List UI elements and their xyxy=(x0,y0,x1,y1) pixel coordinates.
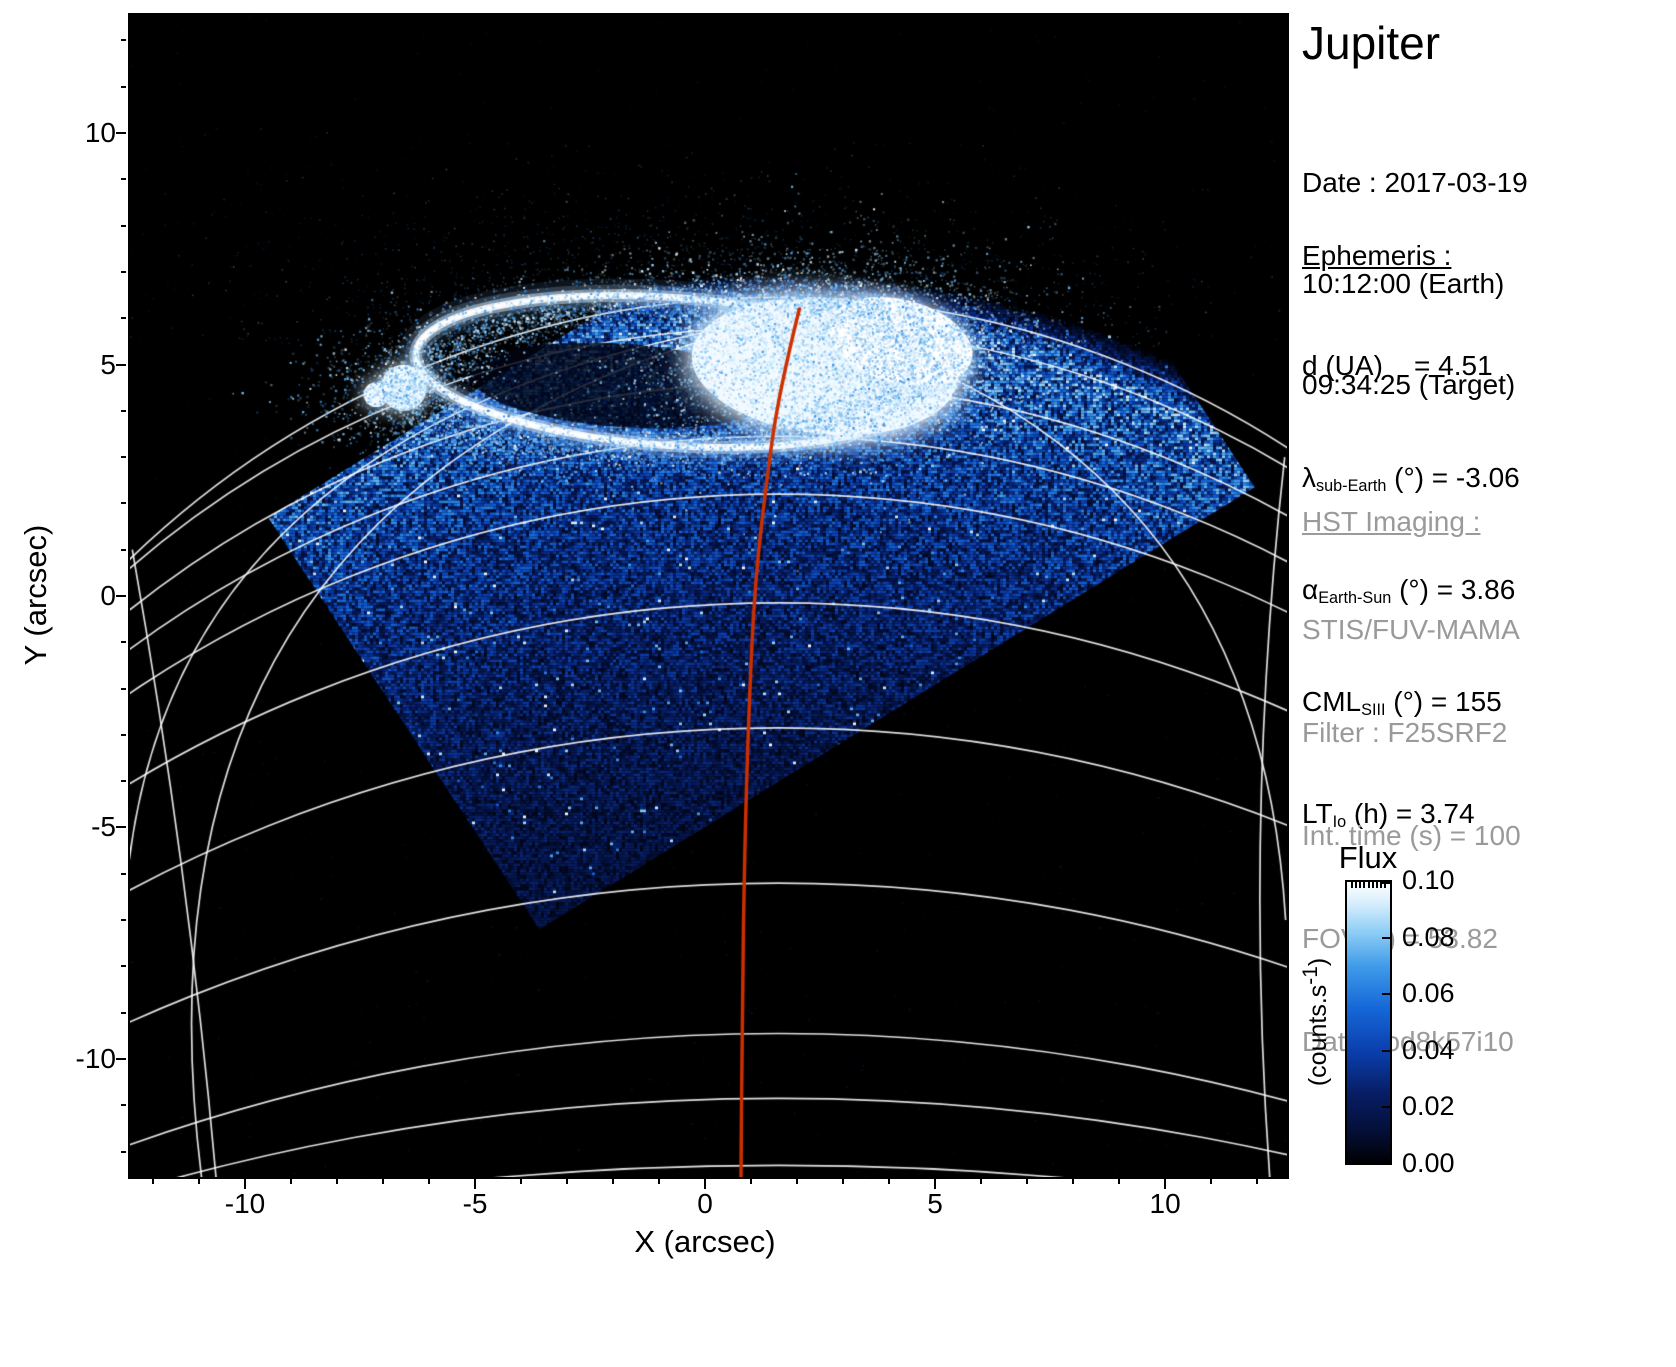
x-tick-mark xyxy=(382,1179,384,1184)
x-tick-mark xyxy=(1118,1179,1120,1184)
colorbar-top-tick xyxy=(1359,882,1361,888)
ephemeris-heading: Ephemeris : xyxy=(1302,240,1451,272)
hst-filter: Filter : F25SRF2 xyxy=(1302,713,1521,752)
y-tick-mark xyxy=(121,86,126,88)
sky-image-canvas xyxy=(130,15,1287,1177)
y-tick-mark xyxy=(121,271,126,273)
colorbar-tick-label: 0.04 xyxy=(1402,1035,1455,1066)
y-tick-mark xyxy=(121,410,126,412)
y-tick-mark xyxy=(121,641,126,643)
y-tick-mark xyxy=(121,225,126,227)
y-tick-mark xyxy=(121,178,126,180)
y-tick-mark xyxy=(121,39,126,41)
colorbar-unit-label: (counts.s-1) xyxy=(1299,958,1333,1086)
x-tick-mark xyxy=(152,1179,154,1184)
x-axis-label: X (arcsec) xyxy=(634,1224,775,1260)
y-tick-mark xyxy=(121,965,126,967)
y-tick-mark xyxy=(116,826,126,828)
y-tick-mark xyxy=(121,1012,126,1014)
y-tick-label: 0 xyxy=(46,580,116,612)
colorbar xyxy=(1345,880,1392,1165)
x-tick-mark xyxy=(428,1179,430,1184)
y-tick-mark xyxy=(121,873,126,875)
x-tick-mark xyxy=(796,1179,798,1184)
y-tick-label: 5 xyxy=(46,349,116,381)
colorbar-tick-label: 0.00 xyxy=(1402,1148,1455,1179)
x-tick-mark xyxy=(336,1179,338,1184)
hst-instrument: STIS/FUV-MAMA xyxy=(1302,610,1521,649)
x-tick-label: 5 xyxy=(927,1188,943,1220)
colorbar-top-tick xyxy=(1368,882,1370,888)
x-tick-mark xyxy=(566,1179,568,1184)
y-tick-mark xyxy=(121,456,126,458)
y-tick-mark xyxy=(121,1151,126,1153)
x-tick-label: -10 xyxy=(225,1188,265,1220)
x-tick-mark xyxy=(520,1179,522,1184)
y-tick-mark xyxy=(121,688,126,690)
colorbar-top-tick xyxy=(1355,882,1357,888)
x-tick-mark xyxy=(842,1179,844,1184)
figure-title: Jupiter xyxy=(1302,16,1440,70)
colorbar-top-tick xyxy=(1363,882,1365,888)
colorbar-tick-label: 0.10 xyxy=(1402,865,1455,896)
x-tick-label: 10 xyxy=(1150,1188,1181,1220)
x-tick-mark xyxy=(198,1179,200,1184)
x-tick-mark xyxy=(1256,1179,1258,1184)
y-tick-label: 10 xyxy=(46,117,116,149)
hst-heading: HST Imaging : xyxy=(1302,506,1480,538)
x-tick-mark xyxy=(1072,1179,1074,1184)
y-tick-mark xyxy=(116,132,126,134)
colorbar-tick-mark xyxy=(1382,1050,1390,1052)
x-tick-mark xyxy=(612,1179,614,1184)
y-tick-mark xyxy=(121,919,126,921)
x-tick-mark xyxy=(980,1179,982,1184)
x-tick-mark xyxy=(888,1179,890,1184)
y-tick-label: -5 xyxy=(46,811,116,843)
colorbar-tick-label: 0.02 xyxy=(1402,1091,1455,1122)
colorbar-top-tick xyxy=(1376,882,1378,888)
colorbar-tick-mark xyxy=(1382,937,1390,939)
colorbar-tick-mark xyxy=(1382,1161,1390,1163)
y-tick-mark xyxy=(121,502,126,504)
colorbar-tick-mark xyxy=(1382,1106,1390,1108)
colorbar-top-tick xyxy=(1380,882,1382,888)
colorbar-tick-label: 0.08 xyxy=(1402,922,1455,953)
x-tick-label: 0 xyxy=(697,1188,713,1220)
ephemeris-row-distance: d (UA) = 4.51 xyxy=(1302,346,1520,394)
y-tick-mark xyxy=(121,734,126,736)
ephemeris-row-subearth-lat: λsub-Earth (°) = -3.06 xyxy=(1302,458,1520,506)
date-line: Date : 2017-03-19 xyxy=(1302,164,1528,201)
y-tick-mark xyxy=(121,317,126,319)
y-tick-mark xyxy=(116,595,126,597)
colorbar-tick-label: 0.06 xyxy=(1402,978,1455,1009)
y-tick-mark xyxy=(121,780,126,782)
figure-page: X (arcsec) Y (arcsec) Jupiter Date : 201… xyxy=(0,0,1676,1367)
y-tick-mark xyxy=(121,1104,126,1106)
x-tick-label: -5 xyxy=(463,1188,488,1220)
x-tick-mark xyxy=(290,1179,292,1184)
y-tick-mark xyxy=(121,549,126,551)
y-tick-mark xyxy=(116,364,126,366)
y-tick-label: -10 xyxy=(46,1043,116,1075)
colorbar-top-tick xyxy=(1384,882,1386,888)
colorbar-tick-mark xyxy=(1382,993,1390,995)
x-tick-mark xyxy=(750,1179,752,1184)
x-tick-mark xyxy=(658,1179,660,1184)
colorbar-top-tick xyxy=(1351,882,1353,888)
x-tick-mark xyxy=(1210,1179,1212,1184)
y-tick-mark xyxy=(116,1058,126,1060)
colorbar-top-tick xyxy=(1372,882,1374,888)
x-tick-mark xyxy=(1026,1179,1028,1184)
